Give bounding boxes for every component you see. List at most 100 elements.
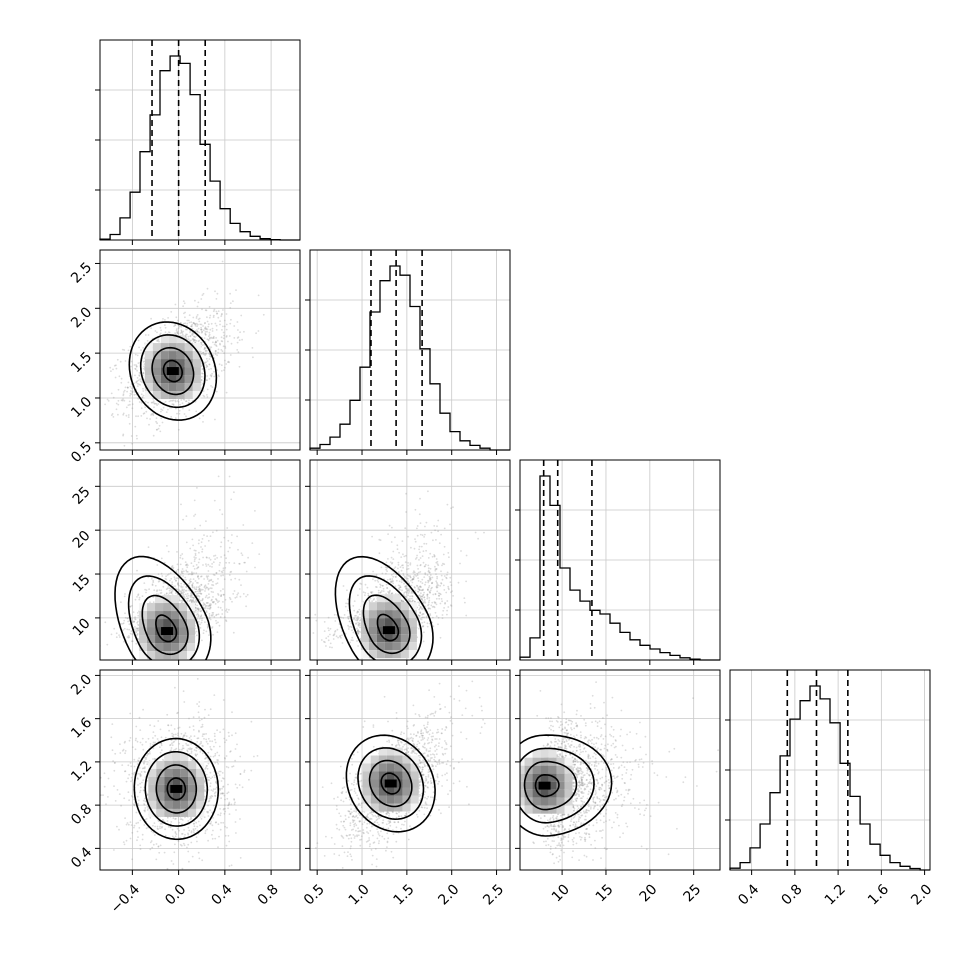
scatter-point bbox=[428, 578, 431, 581]
scatter-point bbox=[131, 621, 134, 623]
scatter-point bbox=[411, 595, 413, 597]
scatter-point bbox=[225, 608, 228, 611]
scatter-point bbox=[387, 533, 389, 535]
scatter-point bbox=[164, 331, 167, 334]
scatter-point bbox=[200, 584, 203, 586]
density-cell bbox=[192, 367, 201, 376]
scatter-point bbox=[160, 591, 163, 594]
scatter-point bbox=[194, 591, 197, 593]
scatter-point bbox=[210, 748, 213, 751]
scatter-point bbox=[403, 592, 406, 594]
scatter-point bbox=[186, 846, 188, 849]
scatter-point bbox=[202, 372, 204, 375]
scatter-point bbox=[427, 586, 430, 589]
scatter-point bbox=[135, 627, 138, 630]
scatter-point bbox=[419, 557, 422, 559]
scatter-point bbox=[196, 305, 199, 308]
scatter-point bbox=[204, 347, 206, 350]
scatter-point bbox=[141, 595, 144, 597]
scatter-point bbox=[131, 391, 134, 393]
density-cell bbox=[408, 642, 417, 651]
scatter-point bbox=[212, 613, 214, 616]
scatter-point bbox=[419, 497, 421, 500]
density-cell bbox=[139, 635, 148, 644]
scatter-point bbox=[418, 627, 420, 630]
scatter-point bbox=[224, 757, 226, 760]
scatter-point bbox=[371, 600, 373, 603]
scatter-point bbox=[206, 764, 208, 767]
scatter-point bbox=[440, 582, 443, 585]
scatter-point bbox=[435, 615, 438, 618]
scatter-point bbox=[411, 595, 414, 598]
scatter-point bbox=[210, 777, 212, 780]
scatter-point bbox=[187, 826, 190, 829]
scatter-point bbox=[428, 585, 431, 587]
scatter-point bbox=[125, 780, 128, 783]
scatter-point bbox=[200, 718, 203, 721]
scatter-point bbox=[208, 363, 211, 366]
scatter-point bbox=[385, 568, 388, 571]
scatter-point bbox=[126, 617, 129, 620]
scatter-point bbox=[131, 796, 134, 798]
scatter-point bbox=[193, 558, 196, 561]
scatter-point bbox=[156, 331, 158, 334]
scatter-point bbox=[161, 575, 164, 577]
scatter-point bbox=[198, 590, 201, 593]
scatter-point bbox=[210, 795, 213, 797]
scatter-point bbox=[146, 417, 148, 420]
scatter-point bbox=[416, 584, 418, 587]
scatter-point bbox=[156, 340, 158, 342]
scatter-point bbox=[134, 598, 137, 601]
scatter-point bbox=[209, 782, 212, 785]
scatter-point bbox=[407, 575, 410, 577]
scatter-point bbox=[204, 309, 207, 312]
scatter-point bbox=[450, 604, 452, 607]
scatter-point bbox=[219, 342, 221, 345]
scatter-point bbox=[406, 588, 409, 590]
density-cell bbox=[408, 602, 417, 611]
scatter-point bbox=[404, 591, 407, 593]
scatter-point bbox=[131, 407, 134, 410]
scatter-point bbox=[235, 289, 237, 291]
scatter-point bbox=[359, 624, 361, 627]
scatter-point bbox=[174, 332, 177, 334]
scatter-point bbox=[389, 589, 391, 592]
scatter-point bbox=[113, 364, 116, 367]
scatter-point bbox=[233, 590, 236, 592]
scatter-point bbox=[214, 350, 217, 352]
scatter-point bbox=[206, 320, 209, 323]
scatter-point bbox=[429, 577, 431, 580]
scatter-point bbox=[183, 302, 186, 305]
scatter-point bbox=[152, 731, 155, 733]
density-cell bbox=[160, 383, 169, 392]
scatter-point bbox=[215, 529, 218, 532]
scatter-point bbox=[129, 605, 132, 608]
scatter-point bbox=[378, 552, 381, 555]
scatter-point bbox=[424, 599, 426, 601]
scatter-point bbox=[178, 742, 181, 745]
scatter-point bbox=[147, 546, 150, 549]
scatter-point bbox=[424, 605, 427, 608]
scatter-point bbox=[195, 588, 198, 591]
scatter-point bbox=[428, 597, 431, 599]
contour-level-2 bbox=[151, 346, 195, 396]
scatter-point bbox=[396, 548, 399, 551]
scatter-point bbox=[121, 622, 124, 625]
scatter-point bbox=[161, 421, 164, 424]
scatter-point bbox=[214, 788, 217, 790]
scatter-point bbox=[128, 400, 131, 403]
scatter-point bbox=[180, 572, 183, 574]
scatter-point bbox=[381, 572, 384, 575]
scatter-point bbox=[185, 333, 187, 336]
scatter-point bbox=[215, 310, 218, 313]
scatter-point bbox=[433, 525, 436, 527]
scatter-point bbox=[204, 621, 206, 623]
scatter-point bbox=[177, 577, 179, 580]
scatter-point bbox=[230, 498, 233, 501]
scatter-point bbox=[368, 599, 371, 602]
scatter-point bbox=[188, 753, 191, 755]
scatter-point bbox=[122, 622, 125, 624]
scatter-point bbox=[201, 382, 204, 385]
scatter-point bbox=[168, 587, 171, 590]
